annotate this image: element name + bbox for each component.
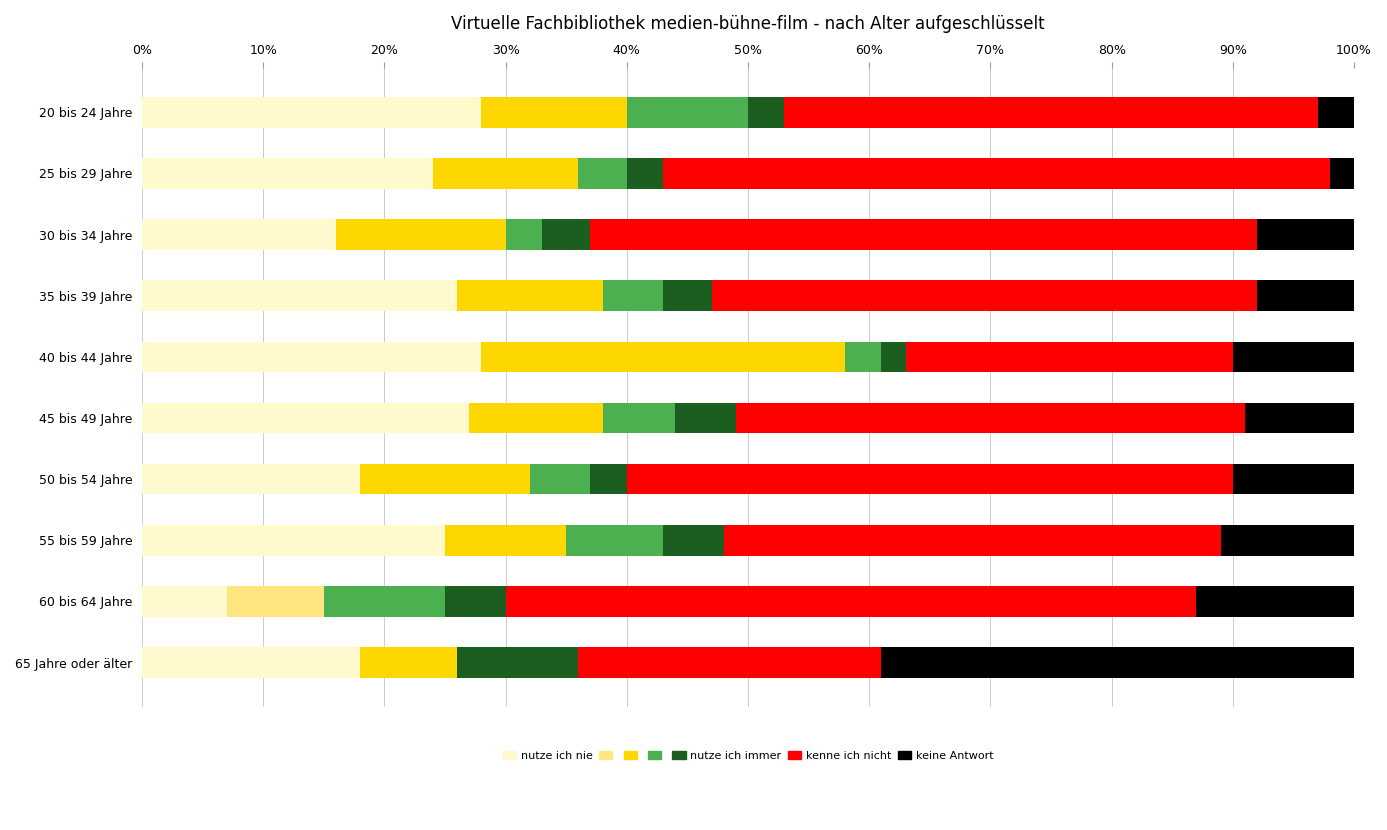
Bar — [1330, 158, 1354, 188]
Bar — [627, 464, 1233, 495]
Bar — [675, 403, 736, 433]
Title: Virtuelle Fachbibliothek medien-bühne-film - nach Alter aufgeschlüsselt: Virtuelle Fachbibliothek medien-bühne-fi… — [451, 15, 1044, 33]
Bar — [663, 525, 724, 555]
Bar — [506, 586, 1197, 617]
Bar — [627, 158, 663, 188]
Bar — [458, 647, 578, 678]
Bar — [845, 341, 881, 372]
Bar — [1221, 525, 1354, 555]
Bar — [663, 281, 712, 311]
Bar — [712, 281, 1257, 311]
Bar — [566, 525, 663, 555]
Bar — [736, 403, 1246, 433]
Bar — [591, 464, 627, 495]
Bar — [530, 464, 591, 495]
Bar — [881, 647, 1354, 678]
Bar — [1233, 464, 1354, 495]
Bar — [627, 97, 748, 128]
Bar — [458, 281, 602, 311]
Bar — [1233, 341, 1354, 372]
Bar — [1257, 219, 1354, 250]
Bar — [227, 586, 323, 617]
Bar — [1246, 403, 1354, 433]
Bar — [141, 341, 481, 372]
Bar — [724, 525, 1221, 555]
Bar — [336, 219, 506, 250]
Bar — [141, 464, 361, 495]
Bar — [578, 647, 881, 678]
Bar — [602, 403, 675, 433]
Bar — [361, 647, 458, 678]
Bar — [141, 281, 458, 311]
Bar — [141, 586, 227, 617]
Bar — [433, 158, 578, 188]
Bar — [141, 97, 481, 128]
Bar — [481, 97, 627, 128]
Bar — [602, 281, 663, 311]
Bar — [141, 647, 361, 678]
Bar — [141, 525, 445, 555]
Bar — [591, 219, 1257, 250]
Bar — [323, 586, 445, 617]
Bar — [785, 97, 1318, 128]
Bar — [1197, 586, 1354, 617]
Bar — [663, 158, 1330, 188]
Bar — [1318, 97, 1354, 128]
Bar — [748, 97, 785, 128]
Bar — [141, 403, 469, 433]
Legend: nutze ich nie, , , , nutze ich immer, kenne ich nicht, keine Antwort: nutze ich nie, , , , nutze ich immer, ke… — [498, 746, 997, 765]
Bar — [141, 219, 336, 250]
Bar — [481, 341, 845, 372]
Bar — [906, 341, 1233, 372]
Bar — [469, 403, 602, 433]
Bar — [578, 158, 627, 188]
Bar — [445, 525, 566, 555]
Bar — [361, 464, 530, 495]
Bar — [141, 158, 433, 188]
Bar — [445, 586, 506, 617]
Bar — [506, 219, 542, 250]
Bar — [542, 219, 591, 250]
Bar — [1257, 281, 1354, 311]
Bar — [881, 341, 906, 372]
